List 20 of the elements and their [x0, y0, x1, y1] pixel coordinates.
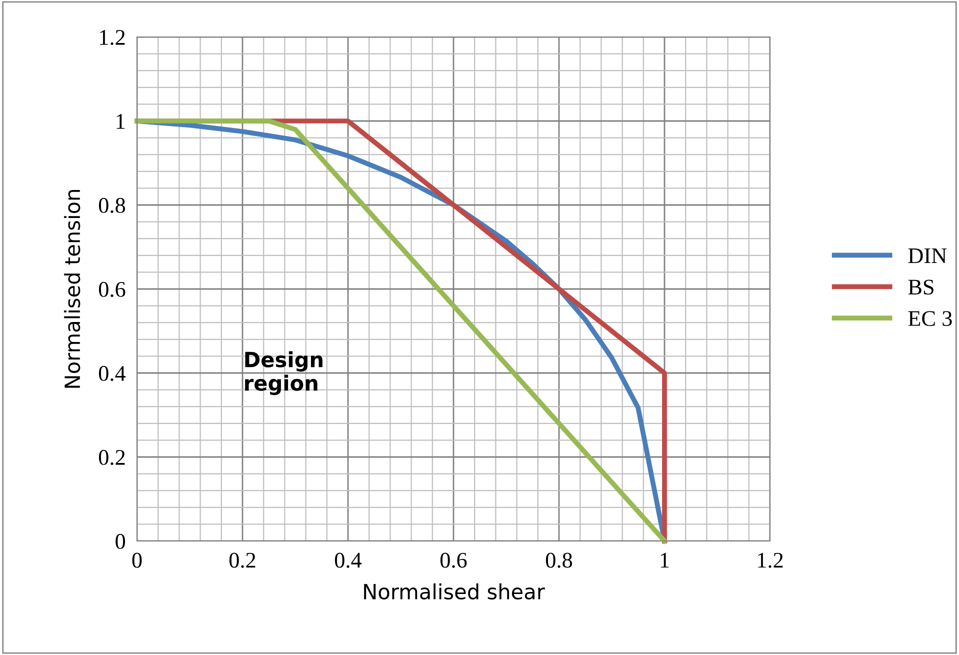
y-tick-label: 0.4	[98, 366, 126, 382]
y-tick-label: 1.2	[100, 30, 125, 46]
legend-label: DIN	[908, 248, 947, 264]
x-tick-label: 0.8	[546, 552, 572, 568]
y-tick-label: 0.2	[98, 450, 125, 466]
x-tick-label: 0.2	[229, 552, 256, 568]
y-tick-label: 0	[116, 534, 126, 549]
annotation: Design region	[245, 351, 322, 396]
x-axis-title: Normalised shear	[364, 583, 545, 600]
y-tick-label: 0.6	[98, 282, 126, 298]
x-tick-label: 0	[132, 552, 142, 568]
y-axis-title: Normalised tension	[64, 190, 80, 388]
x-tick-label: 1	[660, 552, 669, 568]
x-tick-label: 0.4	[334, 552, 362, 568]
x-tick-label: 1.2	[758, 552, 783, 568]
y-tick-label: 1	[116, 114, 125, 129]
legend-label: BS	[908, 280, 934, 295]
legend-label: EC 3	[908, 311, 952, 326]
x-tick-label: 0.6	[440, 552, 467, 568]
y-tick-label: 0.8	[98, 198, 126, 214]
